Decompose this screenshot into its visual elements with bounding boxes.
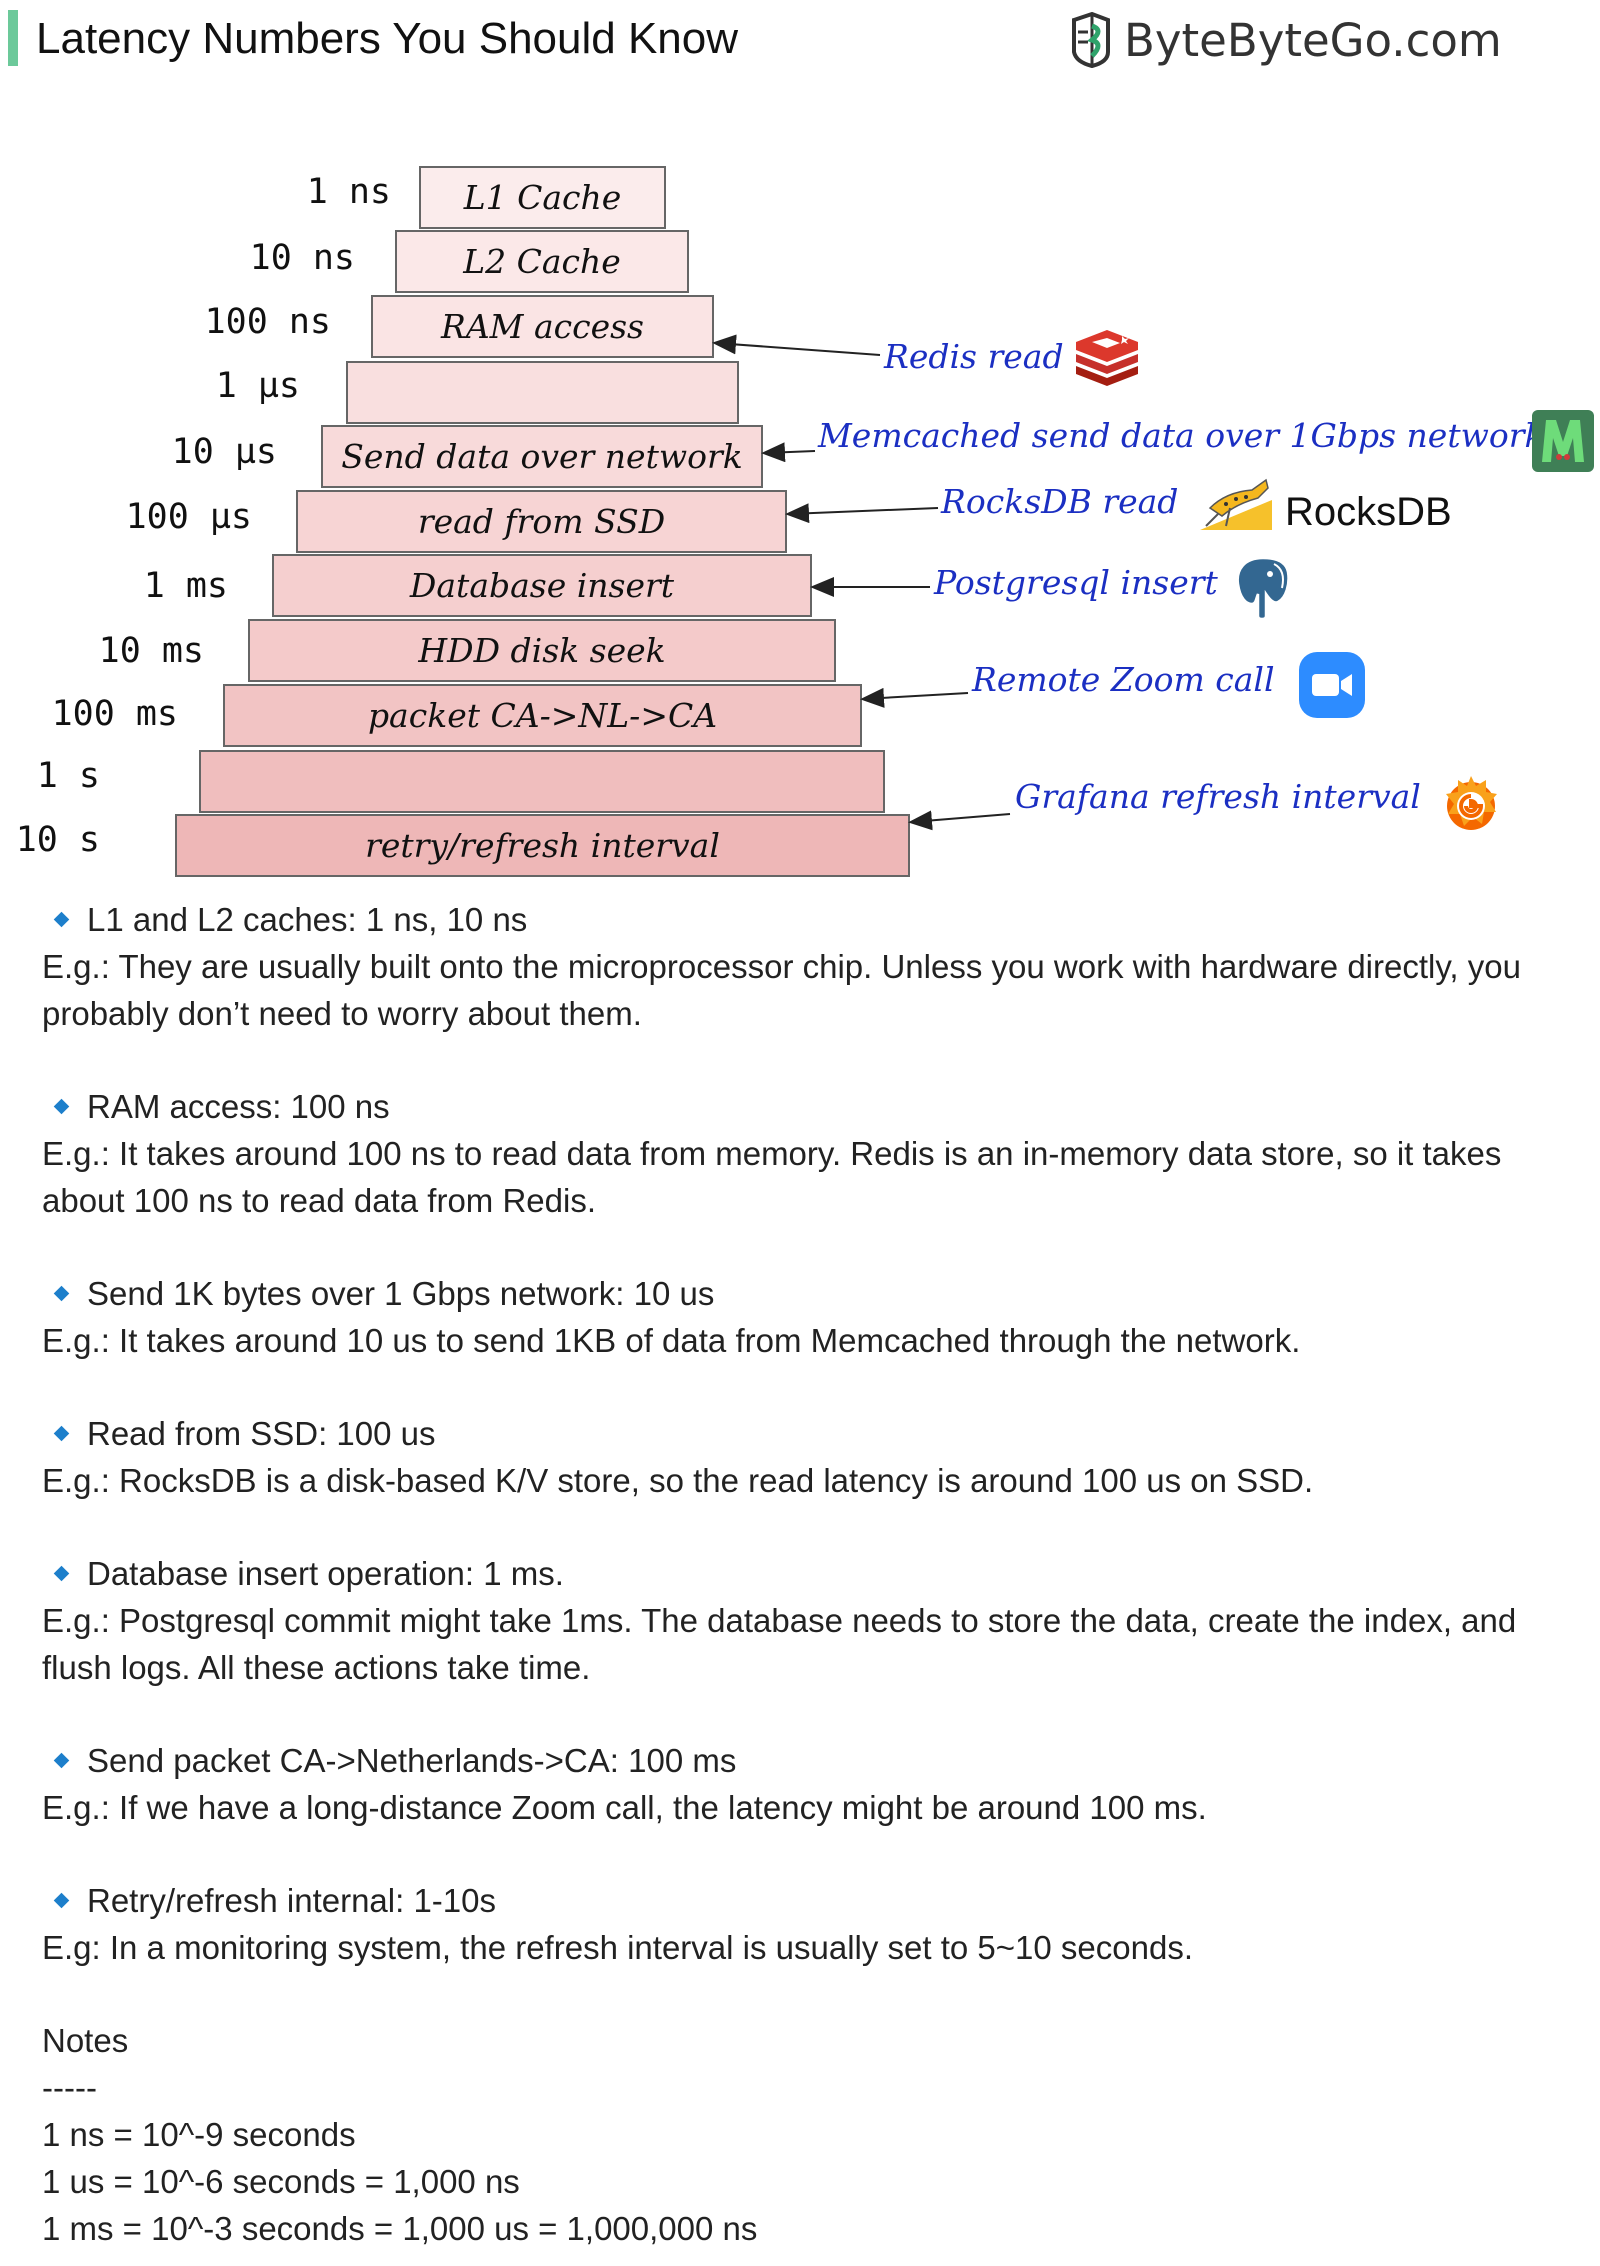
pyramid-row-l1-cache: L1 Cache [419, 166, 666, 229]
arrow-redis [712, 334, 881, 356]
item-heading: Send packet CA->Netherlands->CA: 100 ms [87, 1742, 737, 1779]
annotation-postgres: Postgresql insert [934, 563, 1218, 602]
pyramid-row-label: L2 Cache [463, 242, 621, 281]
item-heading: Send 1K bytes over 1 Gbps network: 10 us [87, 1275, 715, 1312]
item-heading: Read from SSD: 100 us [87, 1415, 436, 1452]
annotation-arrows [712, 334, 1011, 831]
annotation-redis: Redis read [884, 337, 1064, 376]
item-body: E.g.: They are usually built onto the mi… [42, 948, 1521, 1032]
arrow-grafana [908, 810, 1011, 831]
notes-section: Notes ----- 1 ns = 10^-9 seconds 1 us = … [42, 2017, 1572, 2252]
arrow-zoom [860, 687, 969, 708]
item-heading: Retry/refresh internal: 1-10s [87, 1882, 497, 1919]
brand-name: ByteByteGo.com [1124, 13, 1502, 67]
list-item: Send packet CA->Netherlands->CA: 100 ms … [42, 1737, 1572, 1831]
item-body: E.g.: It takes around 10 us to send 1KB … [42, 1322, 1301, 1359]
bullet-icon [53, 911, 70, 928]
latency-label: 100 ns [204, 302, 331, 342]
title-accent-bar [8, 10, 18, 66]
rocksdb-icon [1200, 478, 1272, 530]
pyramid-row-label: retry/refresh interval [365, 826, 720, 865]
list-item: Read from SSD: 100 us E.g.: RocksDB is a… [42, 1410, 1572, 1504]
pyramid-row-label: read from SSD [417, 502, 666, 541]
annotation-memcached: Memcached send data over 1Gbps network [818, 416, 1545, 455]
grafana-icon [1446, 776, 1497, 830]
item-body: E.g: In a monitoring system, the refresh… [42, 1929, 1193, 1966]
list-item: Retry/refresh internal: 1-10s E.g: In a … [42, 1877, 1572, 1971]
latency-label: 1 µs [215, 366, 300, 406]
notes-title: Notes [42, 2022, 129, 2059]
pyramid-row-label: L1 Cache [463, 178, 622, 217]
pyramid-row-retry: retry/refresh interval [175, 814, 910, 877]
latency-label: 100 µs [125, 497, 252, 537]
zoom-icon [1299, 652, 1365, 718]
item-body: E.g.: If we have a long-distance Zoom ca… [42, 1789, 1207, 1826]
brand[interactable]: ByteByteGo.com [1068, 12, 1502, 68]
explanations: L1 and L2 caches: 1 ns, 10 ns E.g.: They… [42, 896, 1572, 2252]
pyramid-row-label: Send data over network [341, 437, 743, 476]
notes-line: 1 us = 10^-6 seconds = 1,000 ns [42, 2163, 520, 2200]
redis-icon [1076, 330, 1138, 386]
page-title: Latency Numbers You Should Know [36, 14, 739, 63]
list-item: Send 1K bytes over 1 Gbps network: 10 us… [42, 1270, 1572, 1364]
rocksdb-logo-text: RocksDB [1285, 490, 1452, 534]
item-body: E.g.: Postgresql commit might take 1ms. … [42, 1602, 1517, 1686]
bullet-icon [53, 1752, 70, 1769]
latency-label: 10 ms [98, 631, 204, 671]
annotation-rocksdb: RocksDB read [941, 482, 1179, 521]
pyramid-row-ram-access: RAM access [371, 295, 714, 358]
bullet-icon [53, 1565, 70, 1582]
pyramid-row-label: HDD disk seek [418, 631, 666, 670]
latency-label: 100 ms [51, 694, 178, 734]
bytebytego-logo-icon [1072, 12, 1110, 68]
arrow-rocksdb [785, 503, 939, 524]
list-item: L1 and L2 caches: 1 ns, 10 ns E.g.: They… [42, 896, 1572, 1037]
pyramid-row-db-insert: Database insert [272, 554, 812, 617]
pyramid-row-ssd-read: read from SSD [296, 490, 787, 553]
pyramid-row-1s [199, 750, 885, 813]
latency-label: 1 s [36, 756, 100, 796]
item-heading: L1 and L2 caches: 1 ns, 10 ns [87, 901, 528, 938]
pyramid-row-l2-cache: L2 Cache [395, 230, 689, 293]
notes-line: 1 ns = 10^-9 seconds [42, 2116, 356, 2153]
notes-divider: ----- [42, 2069, 97, 2106]
notes-line: 1 ms = 10^-3 seconds = 1,000 us = 1,000,… [42, 2210, 758, 2247]
latency-label: 10 ns [249, 238, 355, 278]
pyramid-row-hdd-seek: HDD disk seek [248, 619, 836, 682]
item-heading: Database insert operation: 1 ms. [87, 1555, 564, 1592]
latency-label: 10 s [15, 820, 100, 860]
annotation-zoom: Remote Zoom call [972, 660, 1275, 699]
list-item: Database insert operation: 1 ms. E.g.: P… [42, 1550, 1572, 1691]
pyramid-row-label: Database insert [409, 566, 675, 605]
pyramid-row-label: packet CA->NL->CA [367, 696, 718, 735]
pyramid-row-send-data: Send data over network [321, 425, 763, 488]
item-heading: RAM access: 100 ns [87, 1088, 390, 1125]
memcached-icon [1532, 410, 1594, 472]
bullet-icon [53, 1285, 70, 1302]
item-body: E.g.: It takes around 100 ns to read dat… [42, 1135, 1502, 1219]
latency-label: 1 ms [143, 566, 228, 606]
latency-label: 10 µs [171, 432, 277, 472]
pyramid-row-packet: packet CA->NL->CA [223, 684, 862, 747]
bullet-icon [53, 1425, 70, 1442]
bullet-icon [53, 1098, 70, 1115]
list-item: RAM access: 100 ns E.g.: It takes around… [42, 1083, 1572, 1224]
latency-label: 1 ns [306, 172, 391, 212]
arrow-memcached [761, 442, 816, 463]
pyramid-row-label: RAM access [441, 307, 644, 346]
bullet-icon [53, 1892, 70, 1909]
annotation-grafana: Grafana refresh interval [1015, 777, 1421, 816]
item-body: E.g.: RocksDB is a disk-based K/V store,… [42, 1462, 1314, 1499]
postgresql-icon [1236, 556, 1290, 621]
pyramid-row-1us [346, 361, 739, 424]
